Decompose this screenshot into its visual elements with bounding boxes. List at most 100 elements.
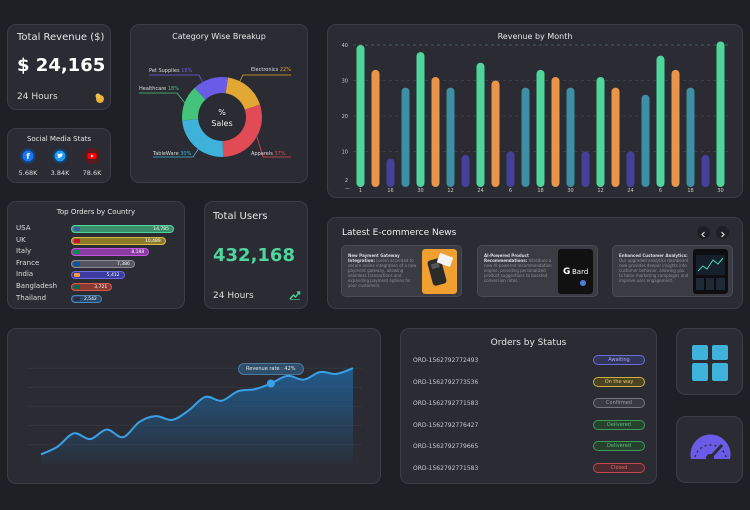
label-tableware: TableWare 30%	[153, 151, 191, 157]
news-card: Latest E-commerce News New Payment Gatew…	[327, 217, 743, 309]
trend-up-icon	[289, 291, 301, 300]
news-prev-button[interactable]	[697, 226, 710, 239]
month-bar[interactable]	[581, 151, 590, 188]
country-name: USA	[16, 224, 31, 232]
highlight-point[interactable]	[266, 379, 275, 388]
country-name: Thailand	[16, 293, 47, 302]
news-headline: New Payment Gateway Integration:	[348, 253, 400, 263]
social-facebook[interactable]: f 5.68K	[18, 148, 38, 177]
status-badge: On the way	[593, 376, 645, 387]
twitter-count: 3.84K	[50, 169, 70, 177]
month-bar[interactable]	[611, 87, 620, 187]
month-bar[interactable]	[476, 62, 485, 187]
month-bar[interactable]	[701, 155, 710, 187]
status-badge: Delivered	[593, 441, 645, 451]
news-next-button[interactable]	[716, 226, 729, 239]
x-tick-label: 24	[627, 188, 633, 194]
label-tableware-name: TableWare	[153, 151, 179, 157]
svg-text:G: G	[563, 267, 570, 277]
month-bar[interactable]	[596, 76, 605, 187]
country-value: 2,542	[84, 296, 97, 302]
facebook-icon: f	[20, 148, 36, 164]
y-tick-label: 40	[342, 43, 348, 49]
country-name: UK	[16, 235, 26, 244]
label-apparels: Apparels 37%	[251, 151, 286, 157]
x-tick-label: 24	[477, 188, 483, 194]
month-bar[interactable]	[566, 87, 575, 187]
x-origin-tick: —	[345, 186, 350, 192]
x-tick-label: 30	[567, 188, 573, 194]
order-row[interactable]: ORD-1562792773536 On the way	[413, 376, 645, 391]
label-pet-pct: 18%	[181, 68, 193, 74]
apps-tile[interactable]	[676, 328, 743, 395]
social-youtube[interactable]: 78.6K	[82, 148, 102, 177]
revenue-rate-tooltip: Revenue rate : 42%	[238, 363, 304, 375]
month-bar[interactable]	[641, 94, 650, 187]
revenue-month-card: Revenue by Month 2 10 20 30 40 — 1 16 30 12 24 6 18 3…	[327, 24, 743, 198]
orders-status-title: Orders by Status	[490, 338, 567, 348]
order-id: ORD-1562792771583	[413, 400, 479, 407]
order-row[interactable]: ORD-1562792779665 Delivered	[413, 441, 645, 455]
twitter-icon	[52, 148, 68, 164]
month-bar[interactable]	[656, 55, 665, 188]
svg-text:f: f	[26, 152, 30, 161]
revenue-month-title: Revenue by Month	[497, 32, 573, 41]
month-bar[interactable]	[551, 76, 560, 187]
label-electronics: Electronics 22%	[251, 67, 291, 73]
news-body: Lorem accented to secure online integrat…	[348, 258, 417, 288]
month-bar[interactable]	[416, 52, 425, 187]
month-bar[interactable]	[386, 158, 395, 187]
country-row: Bangladesh 3,721	[16, 282, 181, 292]
month-bar[interactable]	[431, 76, 440, 187]
month-bar[interactable]	[686, 87, 695, 187]
order-row[interactable]: ORD-1562792772493 Awaiting	[413, 355, 645, 369]
facebook-count: 5.68K	[18, 169, 38, 177]
month-bar[interactable]	[521, 87, 530, 187]
country-row: USA 14,785	[16, 224, 181, 234]
total-revenue-value: $ 24,165	[17, 55, 106, 76]
x-tick-label: 30	[717, 188, 723, 194]
month-bar[interactable]	[716, 41, 725, 188]
credit-card-image	[422, 249, 457, 294]
news-body: Introduce a new AI-powered recommendatio…	[484, 258, 552, 283]
status-badge: Confirmed	[593, 398, 645, 408]
flag-icon	[74, 227, 80, 231]
gauge-tile[interactable]	[676, 416, 743, 483]
label-apparels-name: Apparels	[251, 151, 273, 157]
month-bar[interactable]	[461, 155, 470, 187]
label-electronics-pct: 22%	[279, 67, 291, 73]
flag-icon	[74, 296, 80, 301]
month-bar[interactable]	[671, 69, 680, 187]
news-item-analytics[interactable]: Enhanced Customer Analytics: Our upgrade…	[612, 245, 733, 297]
social-media-card: Social Media Stats f 5.68K 3.84K 78.6K	[7, 128, 111, 183]
country-name: Italy	[16, 247, 32, 256]
country-name: Bangladesh	[16, 282, 58, 290]
social-twitter[interactable]: 3.84K	[50, 148, 70, 177]
y-tick-label: 20	[342, 114, 348, 120]
donut-slice	[182, 87, 206, 121]
order-row[interactable]: ORD-1562792776427 Delivered	[413, 419, 645, 434]
label-apparels-pct: 37%	[274, 151, 286, 157]
month-bar[interactable]	[371, 69, 380, 187]
country-bar: 8,188	[71, 248, 150, 257]
month-bar[interactable]	[626, 151, 635, 188]
label-healthcare-name: Healthcare	[139, 86, 167, 92]
donut-slice	[182, 119, 224, 157]
news-item-ai[interactable]: AI-Powered Product Recommendations: Intr…	[477, 245, 598, 297]
order-row[interactable]: ORD-1562792771583 Closed	[413, 462, 645, 477]
category-donut-chart: % Sales	[139, 74, 291, 158]
donut-center-label: Sales	[211, 119, 232, 128]
month-bar[interactable]	[356, 45, 365, 187]
news-item-payment[interactable]: New Payment Gateway Integration: Lorem a…	[341, 245, 462, 297]
month-bar[interactable]	[491, 80, 500, 188]
order-id: ORD-1562792773536	[413, 378, 479, 386]
month-bar[interactable]	[446, 87, 455, 187]
month-bar[interactable]	[506, 151, 515, 188]
month-bar[interactable]	[401, 87, 410, 187]
revenue-month-chart: 2 10 20 30 40 — 1 16 30 12 24 6 18 30 12 24 6 18 30	[342, 41, 728, 194]
total-revenue-period: 24 Hours	[17, 92, 58, 102]
order-row[interactable]: ORD-1562792771583 Confirmed	[413, 398, 645, 412]
month-bar[interactable]	[536, 69, 545, 187]
order-id: ORD-1562792772493	[413, 357, 479, 364]
revenue-rate-chart	[28, 367, 362, 464]
